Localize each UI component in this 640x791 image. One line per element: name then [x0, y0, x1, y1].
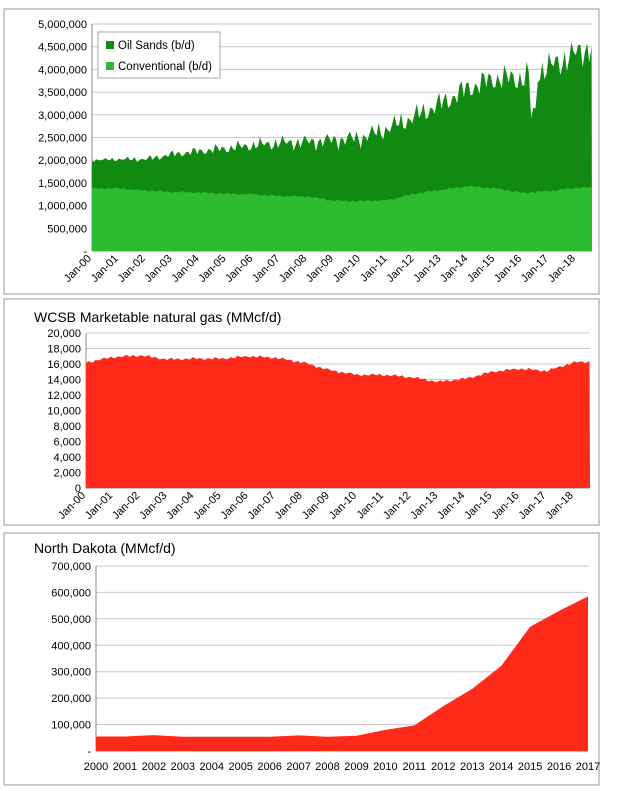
- nd-xtick-label: 2006: [257, 761, 281, 773]
- nd-xtick-label: 2007: [286, 761, 310, 773]
- oil-legend: Oil Sands (b/d) Conventional (b/d): [97, 31, 221, 79]
- nd-xtick-label: 2016: [547, 761, 571, 773]
- nd-xtick-label: 2002: [142, 761, 166, 773]
- oil-ytick-label: 500,000: [47, 223, 87, 235]
- nd-ytick-label: 300,000: [51, 667, 91, 679]
- north-dakota-chart: - 100,000 200,000 300,000 400,000 500,000 600,…: [51, 561, 600, 773]
- wcsb-ytick-label: 10,000: [47, 406, 81, 418]
- nd-ytick-label: 100,000: [51, 720, 91, 732]
- nd-xtick-label: 2014: [489, 761, 513, 773]
- nd-xtick-label: 2000: [84, 761, 108, 773]
- legend-label-conventional: Conventional (b/d): [118, 61, 212, 73]
- oil-ytick-label: 4,000,000: [38, 64, 87, 76]
- oil-ytick-label: 5,000,000: [38, 19, 87, 31]
- nd-xtick-label: 2013: [460, 761, 484, 773]
- series-area-wcsb-gas: [86, 354, 590, 488]
- wcsb-ytick-label: 18,000: [47, 344, 81, 356]
- oil-ytick-label: 1,000,000: [38, 201, 87, 213]
- oil-ytick-label: -: [83, 246, 87, 258]
- oil-ytick-label: 2,500,000: [38, 133, 87, 145]
- nd-ytick-label: 400,000: [51, 640, 91, 652]
- nd-xtick-label: 2004: [200, 761, 224, 773]
- oil-ytick-label: 2,000,000: [38, 155, 87, 167]
- wcsb-ytick-label: 8,000: [53, 421, 81, 433]
- nd-xtick-label: 2012: [431, 761, 455, 773]
- nd-ytick-label: 600,000: [51, 587, 91, 599]
- nd-xtick-label: 2010: [373, 761, 397, 773]
- nd-ytick-label: 500,000: [51, 614, 91, 626]
- legend-swatch-conventional: [106, 62, 114, 70]
- nd-ytick-label: -: [87, 746, 91, 758]
- nd-ytick-label: 700,000: [51, 561, 91, 573]
- legend-label-oil-sands: Oil Sands (b/d): [118, 40, 195, 52]
- wcsb-ytick-label: 6,000: [53, 437, 81, 449]
- nd-xtick-label: 2015: [518, 761, 542, 773]
- nd-xtick-label: 2009: [344, 761, 368, 773]
- legend-swatch-oil-sands: [106, 41, 114, 49]
- wcsb-ytick-label: 16,000: [47, 359, 81, 371]
- series-area-north-dakota: [96, 596, 588, 751]
- wcsb-chart-title: WCSB Marketable natural gas (MMcf/d): [34, 309, 281, 325]
- wcsb-ytick-label: 0: [75, 483, 81, 495]
- nd-ytick-label: 200,000: [51, 693, 91, 705]
- north-dakota-chart-title: North Dakota (MMcf/d): [34, 540, 176, 556]
- nd-xtick-label: 2003: [171, 761, 195, 773]
- nd-xtick-label: 2017: [576, 761, 600, 773]
- wcsb-ytick-label: 12,000: [47, 390, 81, 402]
- nd-xtick-label: 2011: [403, 761, 427, 773]
- nd-xtick-label: 2005: [228, 761, 252, 773]
- wcsb-ytick-label: 14,000: [47, 375, 81, 387]
- wcsb-ytick-label: 2,000: [53, 468, 81, 480]
- oil-ytick-label: 1,500,000: [38, 178, 87, 190]
- legend-box: [97, 31, 221, 79]
- wcsb-ytick-label: 20,000: [47, 328, 81, 340]
- oil-ytick-label: 4,500,000: [38, 42, 87, 54]
- nd-xtick-label: 2008: [315, 761, 339, 773]
- oil-ytick-label: 3,500,000: [38, 87, 87, 99]
- oil-ytick-label: 3,000,000: [38, 110, 87, 122]
- wcsb-ytick-label: 4,000: [53, 452, 81, 464]
- series-area-conventional: [92, 185, 592, 251]
- nd-xtick-label: 2001: [113, 761, 137, 773]
